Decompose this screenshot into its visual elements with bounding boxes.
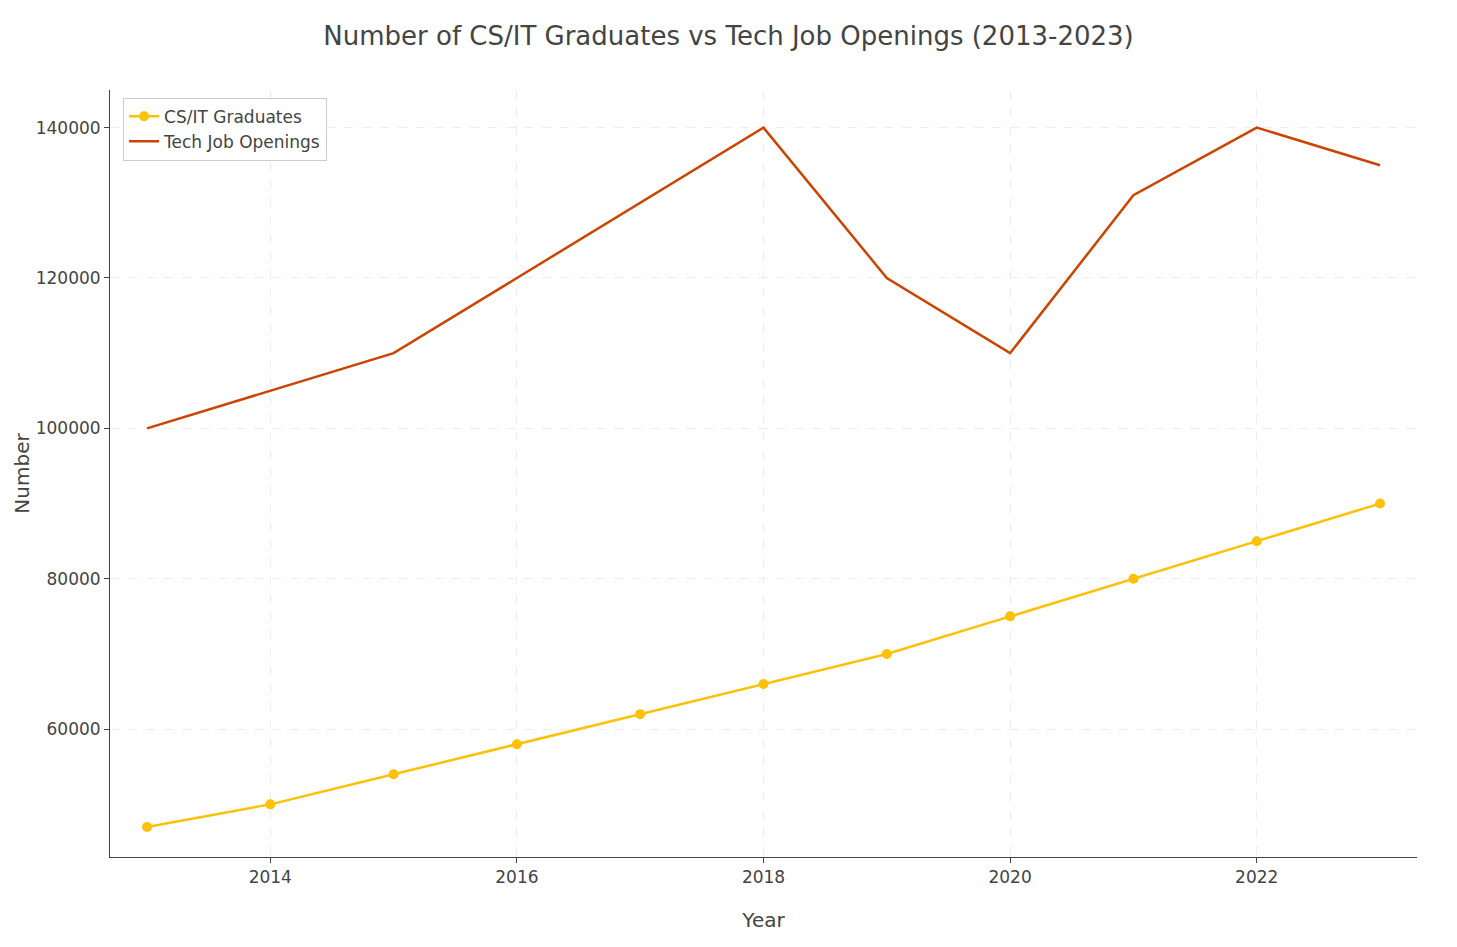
- svg-text:2018: 2018: [742, 867, 785, 887]
- svg-text:80000: 80000: [47, 569, 101, 589]
- svg-text:Number of CS/IT Graduates vs T: Number of CS/IT Graduates vs Tech Job Op…: [323, 21, 1133, 51]
- svg-text:Tech Job Openings: Tech Job Openings: [163, 132, 320, 152]
- svg-text:60000: 60000: [47, 719, 101, 739]
- svg-text:120000: 120000: [36, 268, 101, 288]
- svg-text:CS/IT Graduates: CS/IT Graduates: [164, 107, 302, 127]
- svg-text:2022: 2022: [1235, 867, 1278, 887]
- svg-text:Year: Year: [741, 908, 785, 932]
- svg-text:100000: 100000: [36, 418, 101, 438]
- svg-text:2016: 2016: [495, 867, 538, 887]
- svg-text:140000: 140000: [36, 118, 101, 138]
- svg-text:2014: 2014: [249, 867, 292, 887]
- svg-text:Number: Number: [10, 433, 34, 514]
- svg-text:2020: 2020: [988, 867, 1031, 887]
